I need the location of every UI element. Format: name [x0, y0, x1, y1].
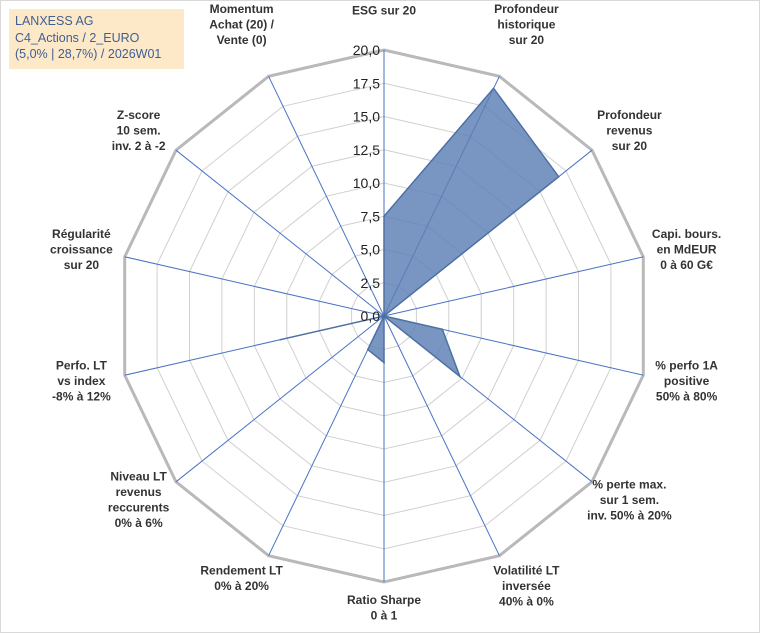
axis-label-line: en MdEUR — [657, 242, 717, 256]
axis-label-line: Niveau LT — [110, 470, 167, 484]
radial-tick-label: 5,0 — [361, 242, 381, 258]
axis-label-line: % perte max. — [592, 477, 666, 491]
radial-tick-label: 20,0 — [353, 42, 380, 58]
axis-label-line: historique — [497, 17, 555, 31]
info-company: LANXESS AG — [15, 14, 94, 28]
series-point — [441, 328, 444, 331]
axis-label-line: inv. 50% à 20% — [587, 508, 672, 522]
axis-label-line: Note — [371, 0, 398, 2]
chart-info-box: LANXESS AG C4_Actions / 2_EURO (5,0% | 2… — [9, 9, 184, 69]
radar-series — [279, 87, 560, 379]
axis-label-line: Perfo. LT — [56, 359, 108, 373]
axis-label-line: Rendement LT — [200, 564, 283, 578]
axis-label-line: positive — [664, 374, 710, 388]
axis-label-line: 40% à 0% — [499, 595, 554, 609]
axis-label-line: 0% à 20% — [214, 579, 269, 593]
axis-label-line: Régularité — [52, 227, 111, 241]
radar-spoke — [383, 256, 644, 317]
axis-label-line: -8% à 12% — [52, 390, 111, 404]
radial-tick-label: 7,5 — [361, 208, 381, 224]
axis-label-line: ESG sur 20 — [352, 4, 416, 18]
info-stats: (5,0% | 28,7%) / 2026W01 — [15, 47, 162, 61]
axis-label-line: Capi. bours. — [652, 227, 721, 241]
series-point — [383, 215, 385, 218]
radar-spoke — [383, 315, 500, 556]
radar-spoke — [268, 315, 385, 556]
axis-label-line: inversée — [502, 579, 551, 593]
axis-label-line: Momentum — [210, 2, 274, 16]
axis-label-line: 0 à 60 G€ — [660, 258, 713, 272]
axis-label-line: reccurents — [108, 501, 170, 515]
axis-label-line: sur 20 — [64, 258, 100, 272]
axis-label-line: Ratio Sharpe — [347, 593, 421, 607]
axis-label-line: sur 20 — [612, 139, 648, 153]
axis-label-line: Profondeur — [597, 108, 662, 122]
radar-spoke — [175, 149, 385, 317]
series-point — [459, 375, 461, 378]
axis-label-line: Achat (20) / — [209, 17, 274, 31]
axis-label-line: Profondeur — [494, 2, 559, 16]
series-point — [279, 338, 282, 341]
radar-spoke — [268, 76, 385, 317]
radial-tick-label: 2,5 — [361, 275, 381, 291]
axis-label-line: croissance — [50, 242, 113, 256]
axis-label-line: revenus — [606, 124, 652, 138]
axis-label-line: vs index — [57, 374, 105, 388]
series-point — [367, 348, 369, 351]
series-area — [280, 87, 560, 379]
radar-spoke — [175, 315, 385, 483]
radial-tick-label: 10,0 — [353, 175, 380, 191]
radar-tick-labels: 0,0 2,5 5,0 7,5 10,0 12,5 15,0 17,5 20,0 — [353, 42, 380, 324]
info-category: C4_Actions / 2_EURO — [15, 30, 140, 45]
radial-tick-label: 12,5 — [353, 142, 380, 158]
axis-label-line: sur 1 sem. — [600, 493, 659, 507]
series-point — [492, 87, 495, 90]
axis-label-line: 0 à 1 — [371, 609, 398, 623]
axis-label-line: 10 sem. — [117, 124, 161, 138]
axis-label-line: 0% à 6% — [115, 516, 163, 530]
axis-label-line: revenus — [116, 485, 162, 499]
axis-label-line: inv. 2 à -2 — [112, 139, 166, 153]
axis-label-line: 50% à 80% — [656, 390, 718, 404]
axis-label-line: % perfo 1A — [655, 359, 718, 373]
axis-label-line: Z-score — [117, 108, 161, 122]
axis-label-line: Vente (0) — [217, 33, 267, 47]
axis-label-line: sur 20 — [509, 33, 545, 47]
axis-label-line: Volatilité LT — [493, 564, 560, 578]
radial-tick-label: 17,5 — [353, 75, 380, 91]
series-point — [383, 361, 385, 364]
radar-spoke — [124, 256, 385, 317]
radial-tick-label: 15,0 — [353, 109, 380, 125]
radial-tick-label: 0,0 — [361, 308, 381, 324]
series-point — [383, 315, 385, 317]
series-point — [557, 175, 560, 178]
